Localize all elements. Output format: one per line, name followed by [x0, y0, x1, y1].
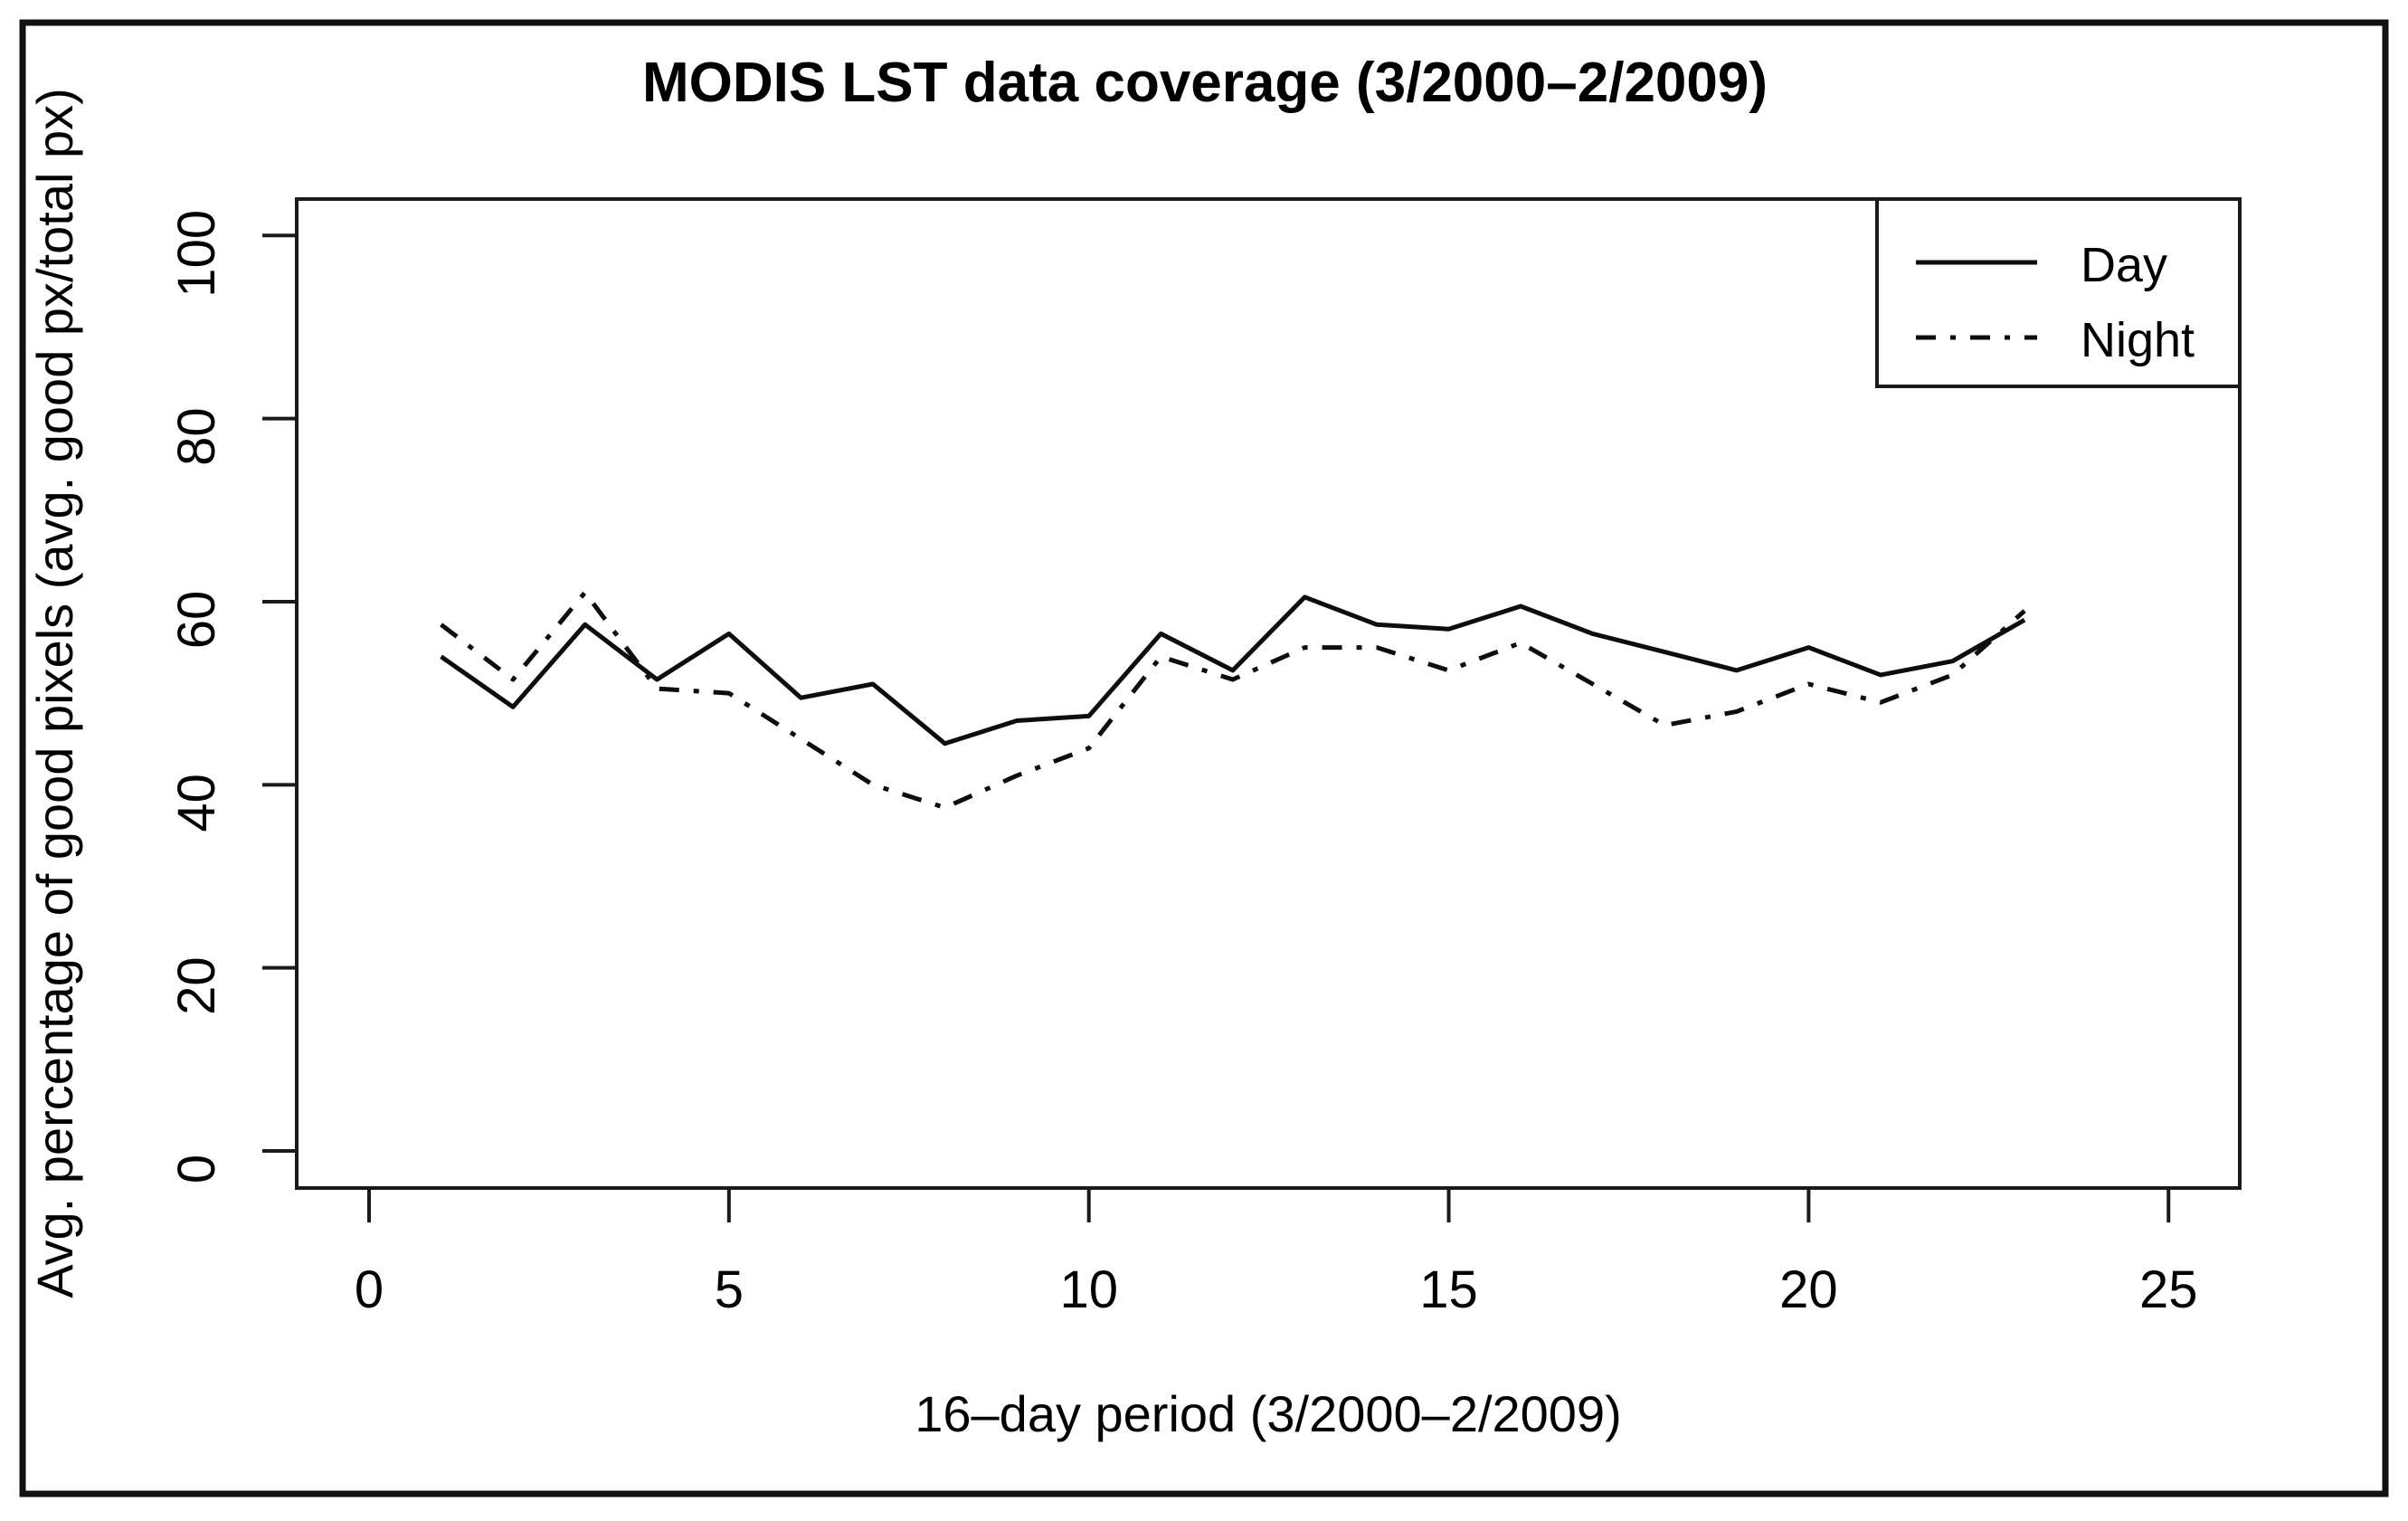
x-tick-label: 10	[1059, 1260, 1118, 1319]
legend: Day Night	[1875, 197, 2242, 388]
y-axis-title: Avg. percentage of good pixels (avg. goo…	[26, 88, 83, 1298]
series-line-day	[440, 594, 2026, 746]
figure-border	[19, 19, 2389, 1497]
x-tick-label: 0	[355, 1260, 384, 1319]
y-tick-label: 40	[167, 774, 226, 832]
y-tick-label: 100	[167, 210, 226, 298]
legend-day-label: Day	[2081, 238, 2167, 292]
y-tick-label: 20	[167, 956, 226, 1015]
chart-title: MODIS LST data coverage (3/2000–2/2009)	[642, 52, 1768, 114]
x-tick-label: 25	[2139, 1260, 2198, 1319]
y-tick-label: 80	[167, 407, 226, 466]
series-lines	[440, 590, 2026, 811]
plot-border	[295, 197, 2242, 1190]
x-axis-title: 16–day period (3/2000–2/2009)	[915, 1385, 1622, 1442]
legend-box	[1875, 197, 2242, 388]
y-tick-label: 0	[167, 1155, 226, 1184]
legend-night-label: Night	[2081, 313, 2195, 367]
y-tick-label: 60	[167, 591, 226, 650]
x-tick-label: 15	[1419, 1260, 1478, 1319]
axis-ticks: 0 5 10 15 20 25 0 20 40 60 80 100	[167, 210, 2198, 1319]
x-tick-label: 5	[715, 1260, 744, 1319]
series-line-night	[440, 590, 2026, 811]
x-tick-label: 20	[1779, 1260, 1838, 1319]
